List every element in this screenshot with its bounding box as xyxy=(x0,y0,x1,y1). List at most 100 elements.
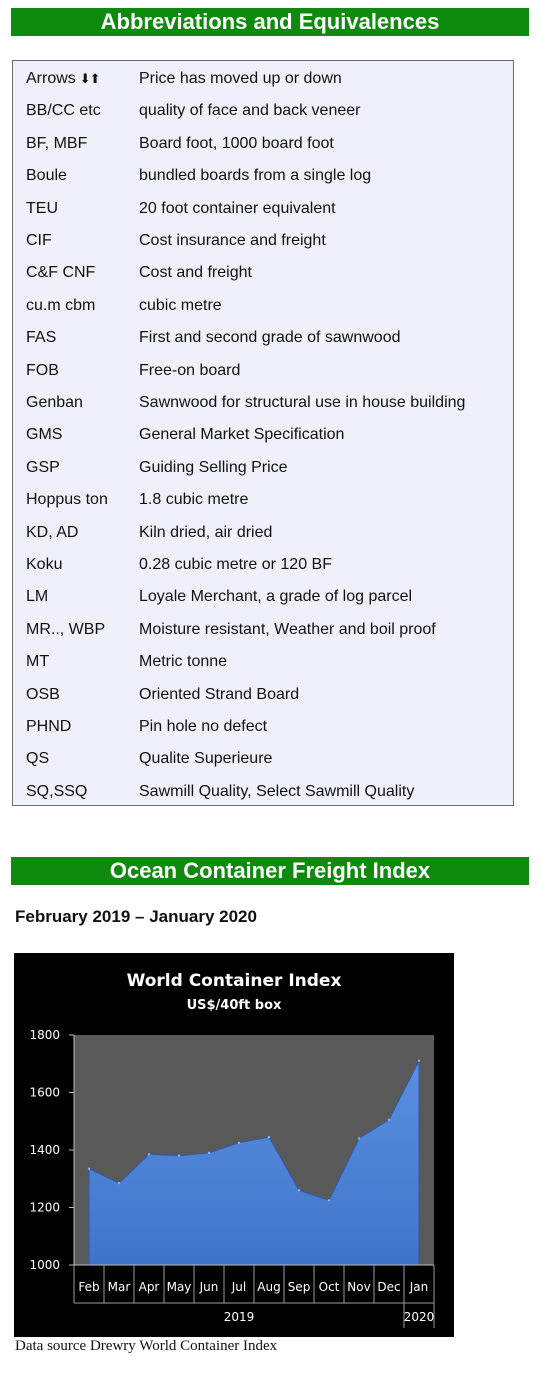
abbreviation-row: cu.m cbm cubic metre xyxy=(13,290,513,322)
abbreviation-definition: Guiding Selling Price xyxy=(139,458,288,476)
data-point xyxy=(237,1141,241,1145)
data-point xyxy=(87,1167,91,1170)
year-label-2020: 2020 xyxy=(404,1310,435,1324)
abbreviation-term: FOB xyxy=(26,361,59,379)
x-tick-label: Apr xyxy=(139,1280,160,1294)
x-tick-label: May xyxy=(167,1280,192,1294)
abbreviations-table: Arrows ⬇⬆ Price has moved up or down BB/CC … xyxy=(12,60,514,806)
freight-index-title: Ocean Container Freight Index xyxy=(11,857,529,885)
abbreviation-definition: Price has moved up or down xyxy=(139,70,342,87)
abbreviation-term: CIF xyxy=(26,232,52,249)
abbreviation-row: PHND Pin hole no defect xyxy=(13,711,513,743)
abbreviation-term: Genban xyxy=(26,394,83,411)
abbreviation-row: SQ,SSQ Sawmill Quality, Select Sawmill Qu… xyxy=(13,776,513,808)
data-point xyxy=(117,1181,121,1185)
abbreviation-definition: Pin hole no defect xyxy=(139,718,268,735)
abbreviation-term: TEU xyxy=(26,199,58,217)
y-tick-label: 1000 xyxy=(29,1258,60,1272)
y-tick-label: 1400 xyxy=(29,1143,60,1157)
abbreviation-definition: Sawmill Quality, Select Sawmill Quality xyxy=(139,782,415,800)
abbreviation-row: QS Qualite Superieure xyxy=(13,743,513,775)
chart-title: World Container Index xyxy=(127,971,342,991)
abbreviation-term: GMS xyxy=(26,426,63,444)
abbreviation-definition: Board foot, 1000 board foot xyxy=(139,134,334,152)
abbreviation-definition: 0.28 cubic metre or 120 BF xyxy=(139,556,332,573)
abbreviation-row: MR.., WBP Moisture resistant, Weather and… xyxy=(13,614,513,646)
abbreviation-definition: Cost insurance and freight xyxy=(139,232,326,249)
abbreviation-term: SQ,SSQ xyxy=(26,782,88,800)
x-tick-label: Oct xyxy=(319,1280,340,1294)
abbreviation-definition: bundled boards from a single log xyxy=(139,167,372,185)
abbreviation-row: FAS First and second grade of sawnwood xyxy=(13,322,513,354)
abbreviation-definition: cubic metre xyxy=(139,296,222,314)
data-point xyxy=(177,1154,181,1157)
abbreviation-row: MT Metric tonne xyxy=(13,646,513,678)
data-point xyxy=(387,1118,391,1122)
data-point xyxy=(297,1189,301,1192)
chart-svg: World Container Index US$/40ft box 1000 120… xyxy=(29,971,435,1328)
x-tick-label: Sep xyxy=(288,1280,311,1294)
y-tick-label: 1600 xyxy=(29,1086,60,1100)
abbreviation-term: PHND xyxy=(26,718,72,735)
abbreviation-term: cu.m cbm xyxy=(26,296,96,314)
abbreviation-row: OSB Oriented Strand Board xyxy=(13,679,513,711)
abbreviation-term: MT xyxy=(26,653,50,671)
x-tick-label: Nov xyxy=(347,1280,370,1294)
data-point xyxy=(207,1151,211,1155)
x-tick-label: Dec xyxy=(377,1280,400,1294)
abbreviation-definition: Oriented Strand Board xyxy=(139,685,300,703)
abbreviation-definition: Cost and freight xyxy=(139,264,252,282)
abbreviation-row: Hoppus ton 1.8 cubic metre xyxy=(13,484,513,516)
chart-subtitle: US$/40ft box xyxy=(187,998,282,1013)
abbreviation-row: Boule bundled boards from a single log xyxy=(13,160,513,192)
abbreviation-row: GSP Guiding Selling Price xyxy=(13,452,513,484)
abbreviation-row: Genban Sawnwood for structural use in hou… xyxy=(13,387,513,419)
abbreviation-definition: Kiln dried, air dried xyxy=(139,523,273,541)
abbreviation-term: Hoppus ton xyxy=(26,491,108,509)
abbreviation-row: LM Loyale Merchant, a grade of log parcel xyxy=(13,581,513,613)
abbreviation-row: Koku 0.28 cubic metre or 120 BF xyxy=(13,549,513,581)
abbreviation-row: TEU 20 foot container equivalent xyxy=(13,193,513,225)
x-tick-label: Feb xyxy=(78,1280,99,1294)
abbreviation-term: Koku xyxy=(26,556,63,573)
abbreviation-term: BF, MBF xyxy=(26,134,88,152)
year-label-2019: 2019 xyxy=(224,1310,255,1324)
y-tick-label: 1800 xyxy=(29,1028,60,1042)
y-tick-label: 1200 xyxy=(29,1201,60,1215)
abbreviation-row: BF, MBF Board foot, 1000 board foot xyxy=(13,128,513,160)
abbreviation-row: FOB Free-on board xyxy=(13,355,513,387)
abbreviation-term: KD, AD xyxy=(26,523,79,541)
abbreviations-title: Abbreviations and Equivalences xyxy=(11,8,529,36)
abbreviation-definition: Loyale Merchant, a grade of log parcel xyxy=(139,588,413,606)
abbreviation-definition: First and second grade of sawnwood xyxy=(139,329,401,347)
x-tick-label: Jun xyxy=(199,1280,219,1294)
world-container-index-chart: World Container Index US$/40ft box 1000 120… xyxy=(14,953,454,1337)
abbreviation-definition: Metric tonne xyxy=(139,653,228,671)
abbreviation-definition: Moisture resistant, Weather and boil pro… xyxy=(139,620,436,638)
abbreviation-term: FAS xyxy=(26,329,57,347)
abbreviation-term: BB/CC etc xyxy=(26,102,101,120)
abbreviation-term: Arrows ⬇⬆ xyxy=(26,70,101,87)
abbreviation-row: KD, AD Kiln dried, air dried xyxy=(13,517,513,549)
abbreviation-row: C&F CNF Cost and freight xyxy=(13,257,513,289)
x-tick-label: Jul xyxy=(231,1280,246,1294)
abbreviation-row: Arrows ⬇⬆ Price has moved up or down xyxy=(13,63,513,95)
abbreviation-row: CIF Cost insurance and freight xyxy=(13,225,513,257)
up-down-arrows-icon: ⬇⬆ xyxy=(79,71,101,86)
x-tick-label: Jan xyxy=(409,1280,429,1294)
abbreviation-definition: 1.8 cubic metre xyxy=(139,491,249,509)
abbreviation-term: C&F CNF xyxy=(26,264,96,282)
x-tick-label: Mar xyxy=(108,1280,131,1294)
x-tick-label: Aug xyxy=(257,1280,280,1294)
period-subtitle: February 2019 – January 2020 xyxy=(15,907,257,926)
abbreviation-term: GSP xyxy=(26,458,60,476)
abbreviation-definition: General Market Specification xyxy=(139,426,345,444)
abbreviation-term: OSB xyxy=(26,685,60,703)
data-point xyxy=(267,1135,271,1139)
data-point xyxy=(147,1153,151,1156)
abbreviation-definition: quality of face and back veneer xyxy=(139,102,361,120)
abbreviation-term: LM xyxy=(26,588,49,606)
abbreviation-term: MR.., WBP xyxy=(26,620,106,638)
abbreviation-term: QS xyxy=(26,750,50,768)
abbreviation-row: GMS General Market Specification xyxy=(13,419,513,451)
